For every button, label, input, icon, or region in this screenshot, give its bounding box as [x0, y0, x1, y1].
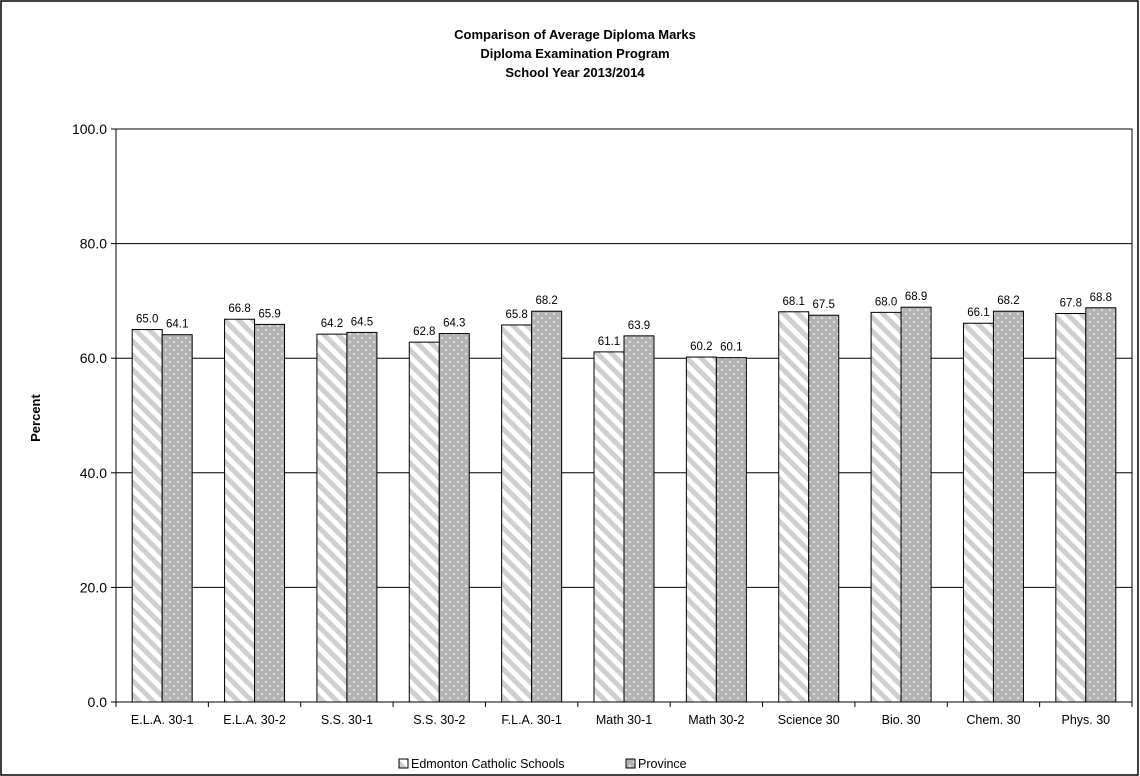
legend-label-province: Province: [638, 757, 687, 771]
bar-edmonton-catholic-schools: [593, 351, 625, 703]
y-tick-label: 0.0: [88, 694, 108, 710]
legend-swatch-edmonton-catholic-schools: [398, 758, 409, 769]
bar-edmonton-catholic-schools: [1055, 313, 1087, 703]
category-labels: E.L.A. 30-1 E.L.A. 30-2 S.S. 30-1 S.S. 30-2…: [115, 702, 1133, 727]
data-label: 67.8: [1060, 298, 1082, 310]
category-label: Math 30-1: [596, 713, 652, 727]
bar-edmonton-catholic-schools: [870, 311, 902, 703]
y-tick-label: 100.0: [72, 121, 107, 137]
bar-province: [438, 333, 470, 703]
category-label: Phys. 30: [1061, 713, 1110, 727]
category-label: Math 30-2: [688, 713, 744, 727]
bars: [131, 306, 1117, 703]
legend-label-edmonton-catholic-schools: Edmonton Catholic Schools: [411, 757, 565, 771]
chart-title-line-1: Comparison of Average Diploma Marks: [454, 27, 696, 42]
y-tick-label: 80.0: [80, 236, 107, 252]
data-label: 62.8: [413, 326, 435, 338]
data-label: 64.2: [321, 318, 343, 330]
category-label: F.L.A. 30-1: [501, 713, 561, 727]
data-label: 64.1: [166, 319, 188, 331]
data-label: 63.9: [628, 320, 650, 332]
bar-edmonton-catholic-schools: [131, 329, 163, 703]
bar-edmonton-catholic-schools: [316, 333, 348, 703]
y-tick-label: 60.0: [80, 350, 107, 366]
data-label: 68.8: [1090, 292, 1112, 304]
category-label: E.L.A. 30-2: [223, 713, 286, 727]
data-label: 68.2: [997, 295, 1019, 307]
category-label: Chem. 30: [966, 713, 1020, 727]
data-label: 66.1: [967, 307, 989, 319]
category-label: S.S. 30-1: [321, 713, 373, 727]
bar-edmonton-catholic-schools: [224, 318, 256, 703]
bar-edmonton-catholic-schools: [962, 322, 994, 703]
data-label: 60.1: [720, 342, 742, 354]
data-label: 65.9: [258, 308, 280, 320]
data-label: 68.9: [905, 291, 927, 303]
bar-edmonton-catholic-schools: [501, 324, 533, 703]
bar-province: [161, 334, 193, 703]
bar-province: [715, 357, 747, 703]
data-labels: 65.0 64.1 66.8 65.9 64.2 64.5 62.8 64.3 65.8 68.2…: [136, 291, 1112, 353]
data-label: 68.0: [875, 296, 897, 308]
data-label: 65.8: [505, 309, 527, 321]
plot-area-border: [115, 128, 1133, 703]
y-tick-label: 40.0: [80, 465, 107, 481]
bar-province: [346, 331, 378, 703]
data-label: 60.2: [690, 341, 712, 353]
bar-edmonton-catholic-schools: [408, 341, 440, 703]
bar-province: [900, 306, 932, 703]
bar-province: [254, 323, 286, 703]
data-label: 67.5: [813, 299, 835, 311]
bar-province: [1085, 307, 1117, 703]
data-label: 68.1: [783, 296, 805, 308]
y-axis-label: Percent: [28, 393, 43, 441]
data-label: 61.1: [598, 336, 620, 348]
y-tick-label: 20.0: [80, 579, 107, 595]
bar-edmonton-catholic-schools: [685, 356, 717, 703]
chart-title-line-2: Diploma Examination Program: [480, 46, 669, 61]
chart-title-line-3: School Year 2013/2014: [505, 65, 645, 80]
category-label: S.S. 30-2: [413, 713, 465, 727]
legend: Edmonton Catholic Schools Province: [398, 757, 687, 771]
bar-edmonton-catholic-schools: [778, 311, 810, 703]
category-label: Science 30: [778, 713, 840, 727]
bar-province: [623, 335, 655, 703]
legend-swatch-province: [625, 758, 636, 769]
data-label: 66.8: [228, 303, 250, 315]
bar-province: [531, 310, 563, 703]
category-label: E.L.A. 30-1: [131, 713, 194, 727]
data-label: 64.3: [443, 318, 465, 330]
y-axis-ticks: 0.0 20.0 40.0 60.0 80.0 100.0: [72, 121, 116, 710]
data-label: 65.0: [136, 314, 158, 326]
bar-province: [992, 310, 1024, 703]
category-label: Bio. 30: [882, 713, 921, 727]
bar-province: [808, 314, 840, 703]
data-label: 64.5: [351, 316, 373, 328]
data-label: 68.2: [535, 295, 557, 307]
